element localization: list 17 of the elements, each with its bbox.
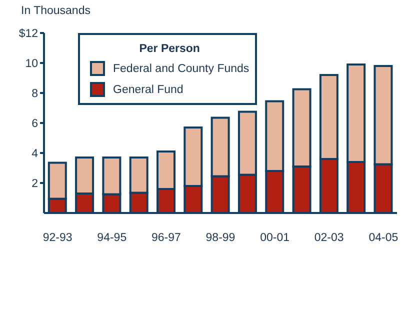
x-tick-label: 00-01	[260, 232, 290, 244]
y-tick-label: 10	[25, 58, 38, 70]
y-tick-label: 2	[32, 178, 38, 190]
y-tick-label: 8	[32, 88, 38, 100]
x-tick-label: 96-97	[151, 232, 181, 244]
x-tick-label: 98-99	[206, 232, 236, 244]
x-tick-label: 92-93	[42, 232, 72, 244]
legend-title: Per Person	[138, 43, 201, 55]
y-tick-label: 6	[32, 118, 38, 130]
legend-label: Federal and County Funds	[113, 62, 250, 74]
x-tick-label: 04-05	[368, 232, 398, 244]
y-tick-label: 4	[32, 148, 39, 160]
x-tick-label: 94-95	[97, 232, 127, 244]
legend-label: General Fund	[113, 84, 184, 96]
y-axis-title: In Thousands	[21, 5, 90, 17]
x-tick-label: 02-03	[314, 232, 344, 244]
y-tick-label: $12	[18, 28, 38, 40]
